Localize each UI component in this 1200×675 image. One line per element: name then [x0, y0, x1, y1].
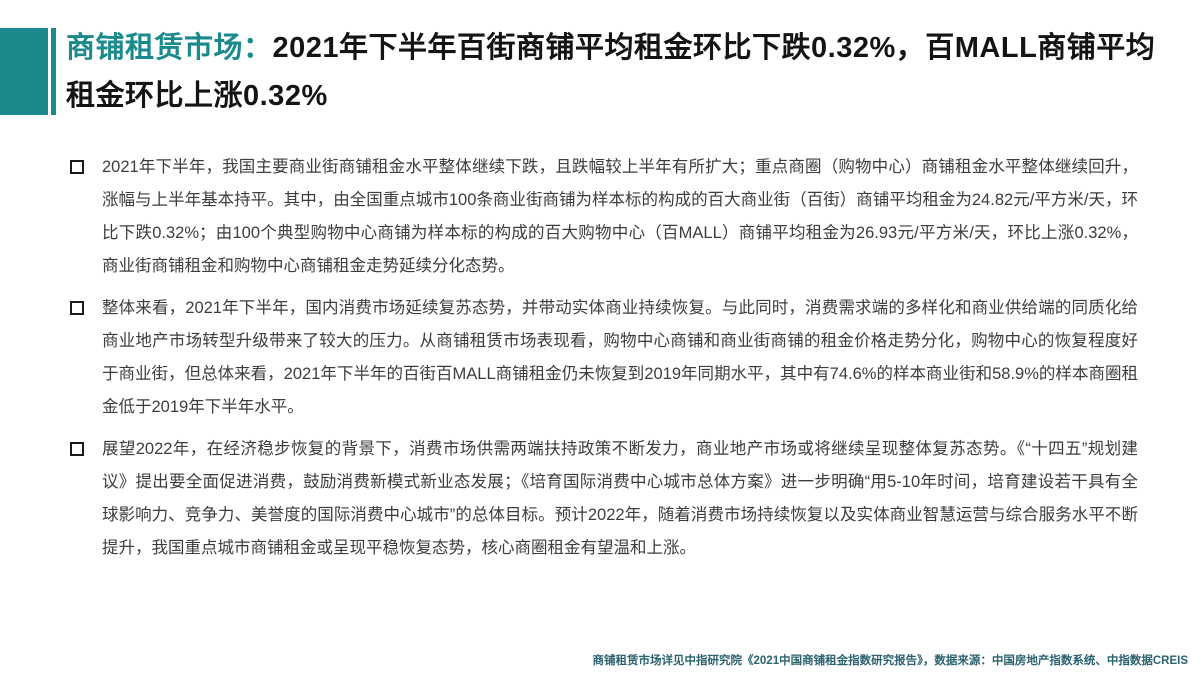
- bullet-item-2: 整体来看，2021年下半年，国内消费市场延续复苏态势，并带动实体商业持续恢复。与…: [70, 292, 1138, 424]
- page-title-prefix: 商铺租赁市场：: [66, 32, 273, 64]
- bullet-text-2: 整体来看，2021年下半年，国内消费市场延续复苏态势，并带动实体商业持续恢复。与…: [102, 299, 1138, 416]
- source-footnote: 商铺租赁市场详见中指研究院《2021中国商铺租金指数研究报告》，数据来源：中国房…: [592, 655, 1188, 667]
- corner-accent-square: [0, 28, 48, 115]
- square-bullet-icon: [70, 442, 84, 456]
- bullet-item-1: 2021年下半年，我国主要商业街商铺租金水平整体继续下跌，且跌幅较上半年有所扩大…: [70, 151, 1138, 283]
- square-bullet-icon: [70, 301, 84, 315]
- title-accent-bar: [51, 28, 56, 115]
- page-title: 商铺租赁市场：2021年下半年百街商铺平均租金环比下跌0.32%，百MALL商铺…: [66, 24, 1158, 120]
- page-title-main: 2021年下半年百街商铺平均租金环比下跌0.32%，百MALL商铺平均租金环比上…: [66, 32, 1156, 112]
- bullet-text-3: 展望2022年，在经济稳步恢复的背景下，消费市场供需两端扶持政策不断发力，商业地…: [102, 440, 1138, 557]
- bullet-item-3: 展望2022年，在经济稳步恢复的背景下，消费市场供需两端扶持政策不断发力，商业地…: [70, 433, 1138, 565]
- bullet-text-1: 2021年下半年，我国主要商业街商铺租金水平整体继续下跌，且跌幅较上半年有所扩大…: [102, 158, 1138, 275]
- slide-body: 2021年下半年，我国主要商业街商铺租金水平整体继续下跌，且跌幅较上半年有所扩大…: [70, 151, 1138, 574]
- square-bullet-icon: [70, 160, 84, 174]
